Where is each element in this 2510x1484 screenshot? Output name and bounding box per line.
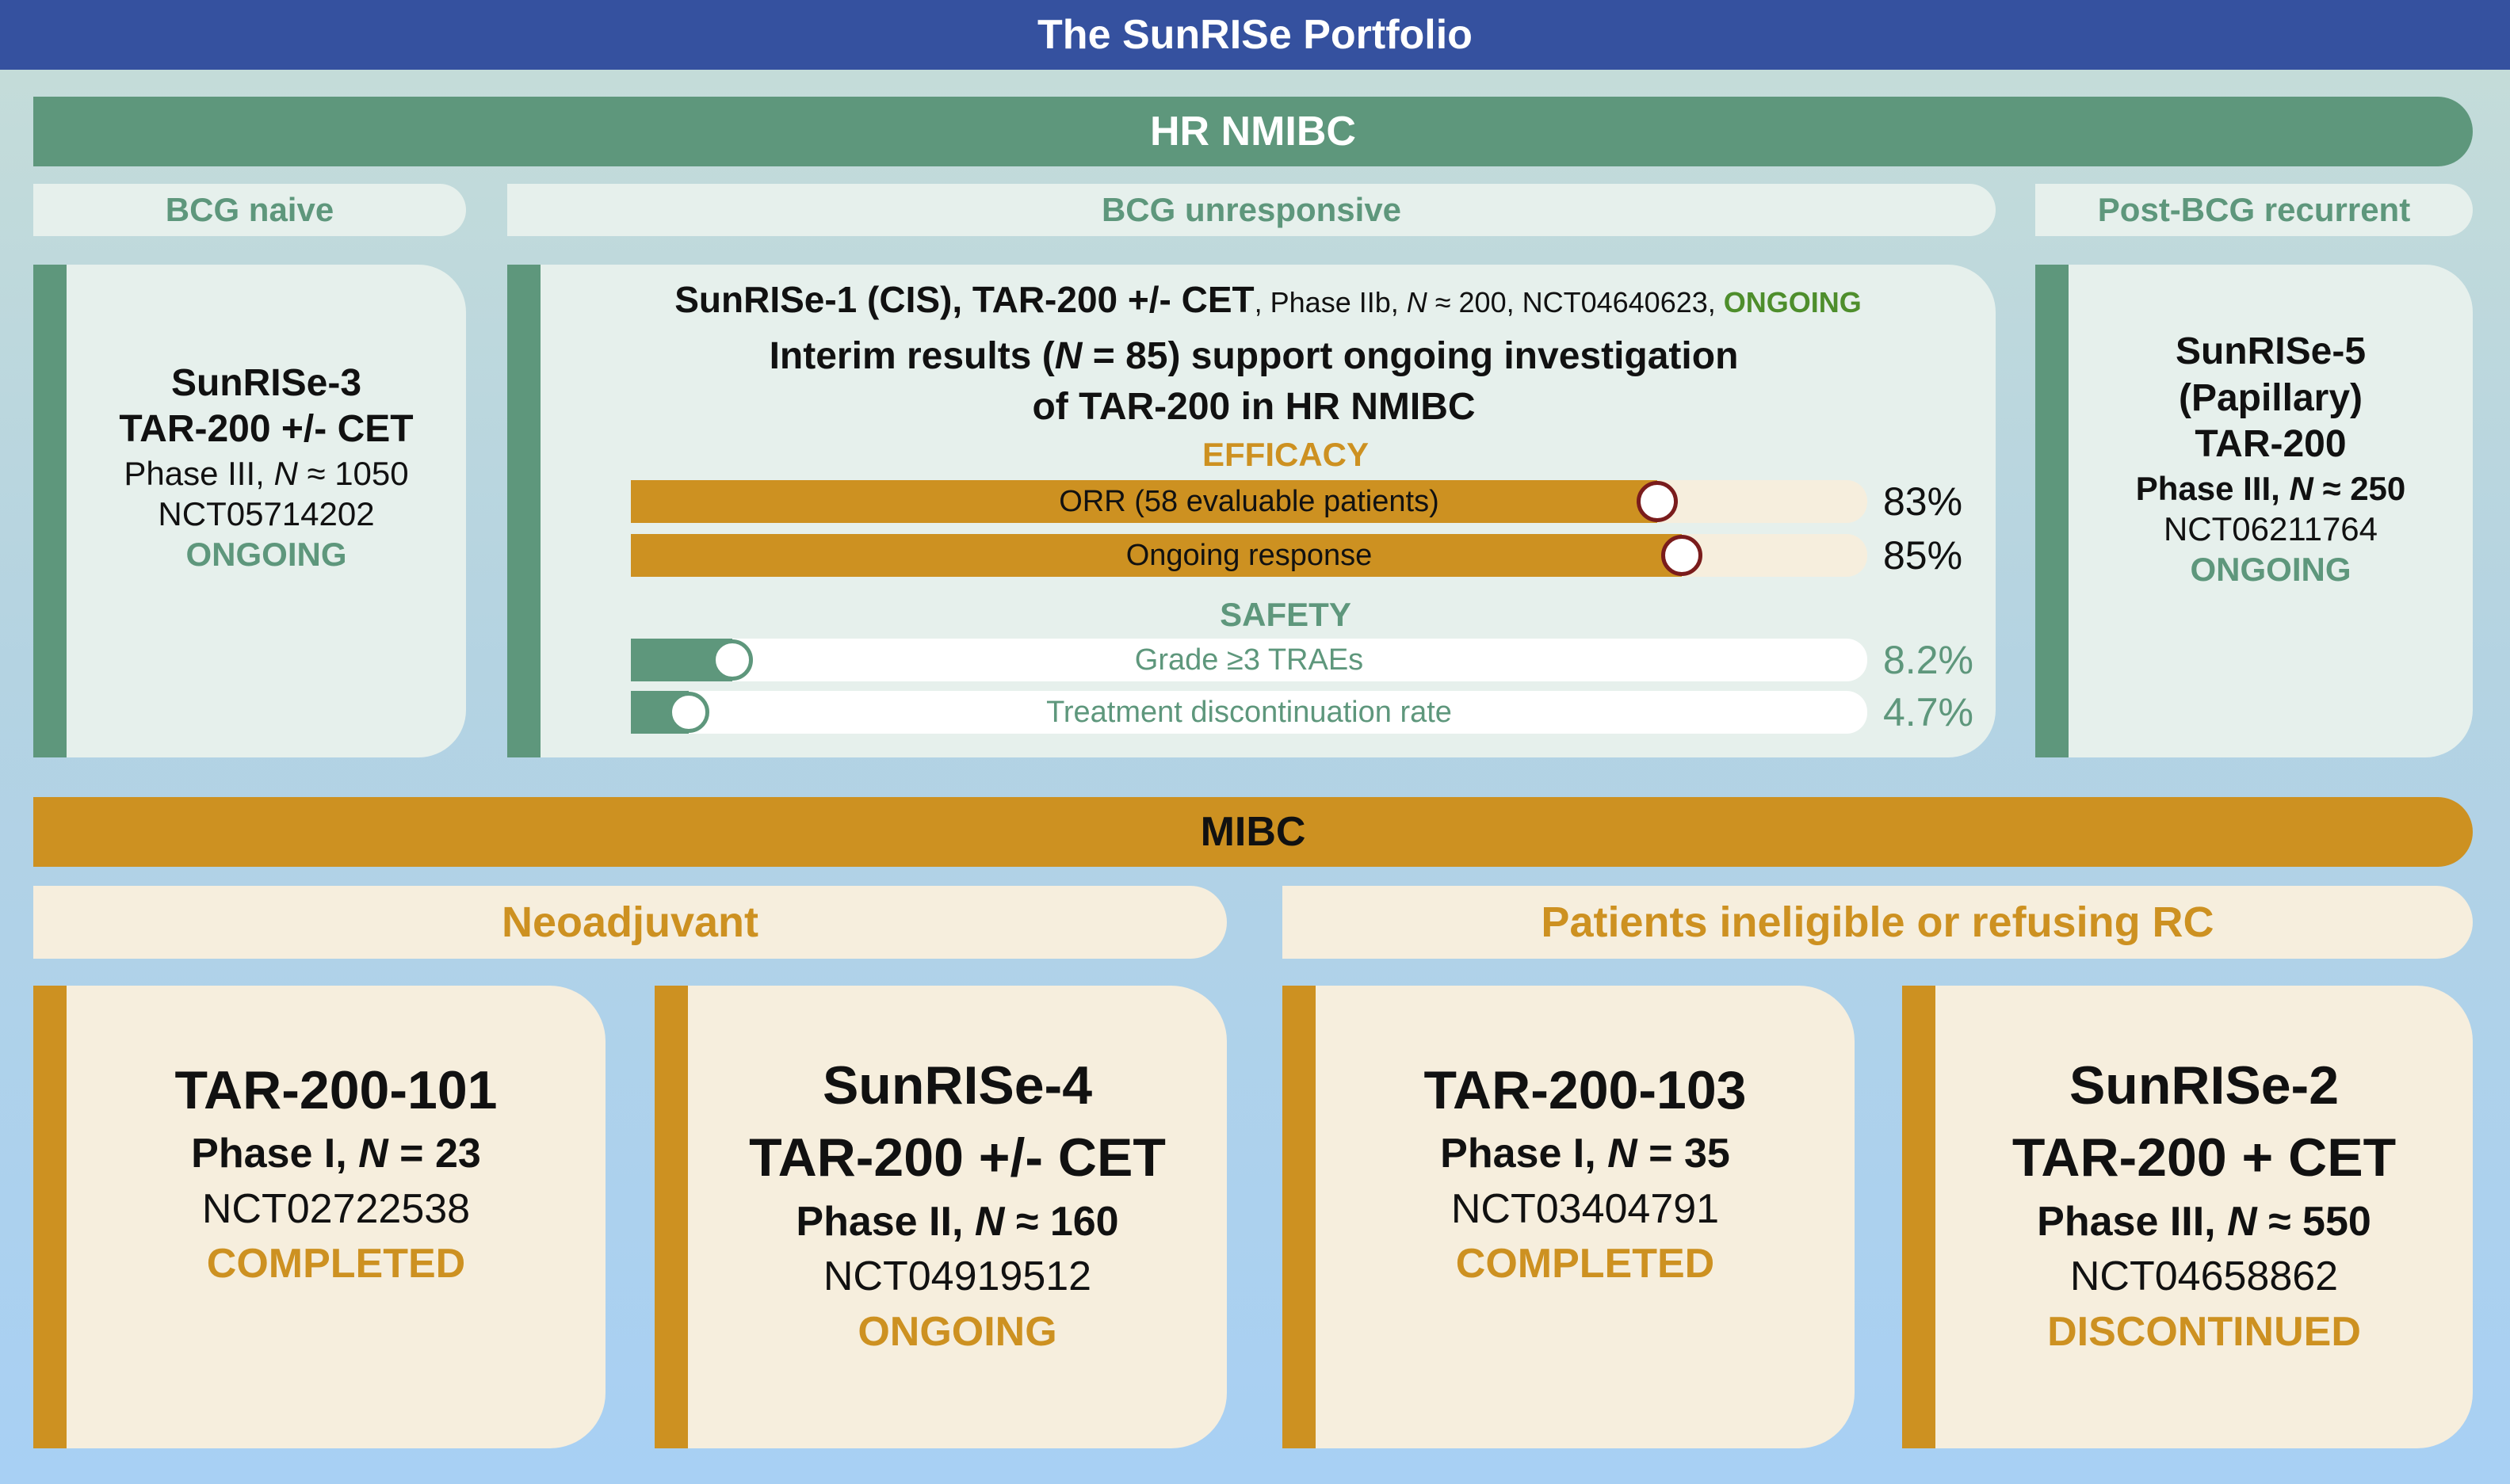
tar103-phase: Phase I, N = 35	[1440, 1131, 1730, 1177]
efficacy-bar-ongoing-label: Ongoing response	[1125, 538, 1373, 572]
subheader-ineligible: Patients ineligible or refusing RC	[1282, 886, 2473, 959]
hr-nmibc-header: HR NMIBC	[33, 97, 2473, 166]
efficacy-heading: EFFICACY	[1202, 436, 1369, 473]
efficacy-bar-orr: ORR (58 evaluable patients)	[631, 480, 1867, 523]
sunrise1-status: ONGOING	[1723, 286, 1862, 319]
sunrise3-treatment: TAR-200 +/- CET	[119, 408, 414, 451]
safety-discontinuation-value: 4.7%	[1883, 690, 1973, 734]
efficacy-bar-ongoing-knob	[1661, 535, 1702, 576]
sunrise3-name: SunRISe-3	[170, 361, 362, 404]
sunrise4-name: SunRISe-4	[822, 1055, 1093, 1116]
page-title: The SunRISe Portfolio	[0, 0, 2510, 70]
sunrise4-nct: NCT04919512	[823, 1253, 1092, 1300]
efficacy-bar-ongoing: Ongoing response	[631, 534, 1867, 577]
sunrise5-status: ONGOING	[2190, 551, 2351, 589]
safety-bar-discontinuation-knob	[668, 692, 710, 733]
safety-bar-trae: Grade ≥3 TRAEs	[631, 639, 1867, 681]
tar103-nct: NCT03404791	[1450, 1185, 1720, 1232]
safety-heading: SAFETY	[1220, 596, 1351, 633]
sunrise1-interim-line2: of TAR-200 in HR NMIBC	[1032, 386, 1476, 428]
subheader-neoadjuvant-text: Neoadjuvant	[501, 898, 759, 946]
safety-trae-value: 8.2%	[1883, 638, 1973, 682]
efficacy-bar-orr-knob	[1636, 481, 1678, 522]
tar103-name: TAR-200-103	[1423, 1059, 1747, 1120]
efficacy-bar-orr-label: ORR (58 evaluable patients)	[1059, 484, 1439, 518]
card-sunrise-5: SunRISe-5 (Papillary) TAR-200 Phase III,…	[2035, 265, 2473, 757]
sunrise1-study-line: SunRISe-1 (CIS), TAR-200 +/- CET, Phase …	[674, 279, 1862, 320]
subheader-bcg-naive-text: BCG naive	[165, 191, 334, 228]
tar101-name: TAR-200-101	[174, 1059, 498, 1120]
safety-bar-trae-knob	[711, 639, 753, 681]
sunrise1-interim: Interim results (N = 85) support ongoing…	[541, 331, 1967, 433]
sunrise5-name: SunRISe-5	[2175, 330, 2367, 373]
sunrise3-nct: NCT05714202	[158, 494, 375, 532]
subheader-neoadjuvant: Neoadjuvant	[33, 886, 1227, 959]
card-sunrise-3: SunRISe-3 TAR-200 +/- CET Phase III, N ≈…	[33, 265, 466, 757]
sunrise4-phase: Phase II, N ≈ 160	[796, 1198, 1119, 1245]
sunrise2-treatment: TAR-200 + CET	[2011, 1127, 2397, 1188]
card-tar-200-101: TAR-200-101 Phase I, N = 23 NCT02722538 …	[33, 986, 606, 1448]
tar101-phase: Phase I, N = 23	[191, 1131, 481, 1177]
sunrise5-treatment: TAR-200	[2195, 423, 2347, 466]
mibc-header-text: MIBC	[1200, 809, 1306, 855]
safety-bar-trae-label: Grade ≥3 TRAEs	[1134, 643, 1364, 677]
efficacy-ongoing-value: 85%	[1883, 533, 1963, 578]
sunrise2-status: DISCONTINUED	[2047, 1308, 2361, 1355]
sunrise4-status: ONGOING	[858, 1308, 1057, 1355]
subheader-bcg-unresponsive: BCG unresponsive	[507, 184, 1996, 236]
card-sunrise-4: SunRISe-4 TAR-200 +/- CET Phase II, N ≈ …	[655, 986, 1227, 1448]
subheader-post-bcg-text: Post-BCG recurrent	[2097, 191, 2411, 228]
tar101-status: COMPLETED	[206, 1241, 466, 1288]
sunrise2-phase: Phase III, N ≈ 550	[2037, 1198, 2371, 1245]
efficacy-orr-value: 83%	[1883, 479, 1963, 524]
sunrise3-status: ONGOING	[185, 536, 347, 574]
card-sunrise-1: SunRISe-1 (CIS), TAR-200 +/- CET, Phase …	[507, 265, 1996, 757]
efficacy-bar-ongoing-fill	[631, 534, 1682, 577]
sunrise3-phase: Phase III, N ≈ 1050	[124, 454, 409, 492]
sunrise1-interim-line1: Interim results (N = 85) support ongoing…	[769, 335, 1739, 377]
card-sunrise-2: SunRISe-2 TAR-200 + CET Phase III, N ≈ 5…	[1902, 986, 2473, 1448]
page-title-text: The SunRISe Portfolio	[1037, 12, 1473, 58]
efficacy-bar-orr-fill	[631, 480, 1657, 523]
mibc-header: MIBC	[33, 797, 2473, 867]
tar101-nct: NCT02722538	[201, 1185, 471, 1232]
subheader-bcg-naive: BCG naive	[33, 184, 466, 236]
sunrise5-phase: Phase III, N ≈ 250	[2135, 469, 2406, 507]
sunrise4-treatment: TAR-200 +/- CET	[749, 1127, 1166, 1188]
tar103-status: COMPLETED	[1455, 1241, 1715, 1288]
sunrise2-nct: NCT04658862	[2069, 1253, 2339, 1300]
sunrise2-name: SunRISe-2	[2069, 1055, 2340, 1116]
subheader-ineligible-text: Patients ineligible or refusing RC	[1541, 898, 2214, 946]
sunrise1-study: SunRISe-1 (CIS), TAR-200 +/- CET	[674, 279, 1255, 320]
sunrise5-nct: NCT06211764	[2163, 510, 2378, 548]
sunrise5-subtitle: (Papillary)	[2178, 376, 2363, 419]
safety-bar-discontinuation: Treatment discontinuation rate	[631, 691, 1867, 734]
subheader-post-bcg: Post-BCG recurrent	[2035, 184, 2473, 236]
card-tar-200-103: TAR-200-103 Phase I, N = 35 NCT03404791 …	[1282, 986, 1855, 1448]
hr-nmibc-header-text: HR NMIBC	[1150, 109, 1356, 155]
subheader-bcg-unresponsive-text: BCG unresponsive	[1101, 191, 1402, 228]
safety-bar-discontinuation-label: Treatment discontinuation rate	[1046, 695, 1452, 729]
